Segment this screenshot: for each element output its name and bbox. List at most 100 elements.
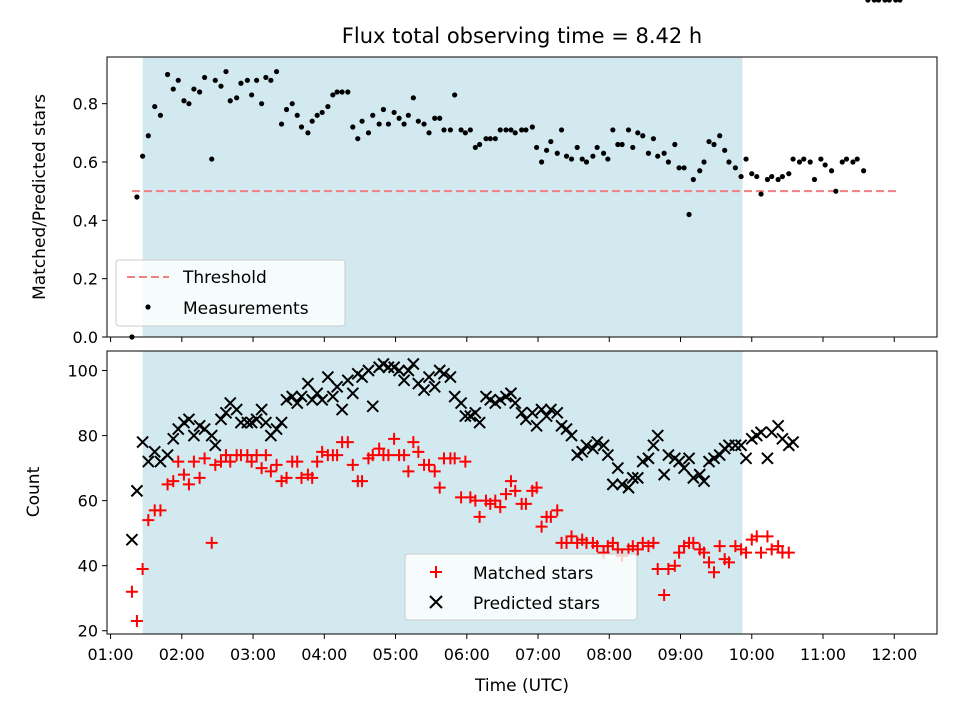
measurement-point [594,144,600,151]
predicted-star-marker [182,413,196,426]
predicted-star-marker [729,439,742,452]
measurement-point [157,112,164,118]
predicted-star-marker [631,471,644,485]
predicted-star-marker [130,484,144,498]
predicted-stars-points [125,359,800,546]
predicted-star-marker [280,393,293,407]
measurement-point [790,156,796,162]
measurement-point [298,124,305,130]
measurement-point [543,147,550,153]
matched-star-marker [205,536,218,549]
measurement-point [640,133,646,139]
top-y-tick-label: 0.2 [73,270,98,289]
predicted-star-marker [544,403,558,416]
measurement-point [701,159,707,165]
measurement-point [472,144,478,151]
measurement-point [223,68,229,75]
predicted-star-marker [642,452,655,465]
measurement-point [467,127,473,133]
matched-star-marker [611,543,624,556]
matched-star-marker [280,471,293,484]
predicted-star-marker [560,422,573,436]
matched-star-marker [494,501,507,514]
measurement-point [268,77,274,83]
bottom-y-tick-label: 100 [67,362,98,381]
matched-star-marker [331,449,344,462]
top-panel: 0.00.20.40.60.8 Matched/Predicted stars … [30,0,938,347]
measurement-point [410,95,416,101]
measurement-point [861,168,867,174]
measurement-point [334,89,340,95]
measurement-point [391,109,397,116]
matched-star-marker [198,452,211,465]
top-axes-frame [106,56,938,338]
predicted-star-marker [241,416,254,429]
matched-star-marker [356,475,369,488]
predicted-star-marker [469,406,482,420]
top-legend: Threshold Measurements [115,259,346,327]
measurement-point [665,159,672,165]
measurement-point [630,144,636,151]
matched-star-marker [750,530,763,543]
predicted-star-marker [125,533,139,546]
predicted-star-marker [397,374,411,387]
matched-star-marker [407,436,420,449]
measurement-point [655,153,661,159]
measurement-point [600,150,607,156]
predicted-star-marker [187,429,201,442]
measurement-point [865,0,871,3]
measurement-point [764,176,771,183]
measurement-point [738,173,744,180]
predicted-star-marker [382,361,395,374]
predicted-star-marker [677,461,691,475]
predicted-star-marker [697,474,711,488]
measurement-point [690,176,696,183]
measurement-point [779,173,785,180]
matched-star-marker [535,520,548,533]
top-x-ticks [110,337,895,342]
predicted-star-marker [326,390,340,403]
matched-star-marker [703,556,716,569]
matched-star-marker [306,471,319,484]
matched-star-marker [551,504,564,517]
measurement-point [850,159,856,165]
measurement-point [314,112,320,118]
top-y-tick-label: 0.4 [73,211,98,230]
x-tick-label: 11:00 [800,645,846,664]
measurement-point [209,156,215,162]
predicted-star-marker [682,452,696,465]
matched-star-marker [519,497,532,510]
legend-matched-label: Matched stars [473,564,593,584]
predicted-star-marker [305,393,319,407]
predicted-star-marker [270,422,283,436]
predicted-star-marker [161,448,174,462]
matched-star-marker [428,465,441,478]
measurement-point [732,165,738,171]
measurement-point [619,141,625,148]
predicted-star-marker [417,383,431,397]
measurement-point [650,136,657,142]
matched-star-marker [193,471,206,484]
predicted-star-marker [392,364,406,377]
predicted-star-marker [662,448,675,462]
predicted-star-marker [580,439,593,452]
measurement-point [197,89,203,95]
measurement-point [839,159,845,165]
measurement-point [319,109,325,116]
predicted-star-marker [611,461,625,475]
x-tick-label: 05:00 [372,645,418,664]
predicted-star-marker [402,364,415,377]
predicted-star-marker [286,390,299,403]
matched-star-marker [167,475,180,488]
predicted-star-marker [136,435,149,449]
measurement-point [681,165,687,171]
measurement-point [202,74,208,81]
predicted-star-marker [209,439,222,452]
measurement-point [758,191,764,197]
predicted-star-marker [214,413,228,426]
predicted-star-marker [291,396,304,410]
predicted-star-marker [454,396,468,410]
chart-title: Flux total observing time = 8.42 h [342,24,702,48]
measurement-point [818,156,824,162]
matched-star-marker [755,546,768,559]
